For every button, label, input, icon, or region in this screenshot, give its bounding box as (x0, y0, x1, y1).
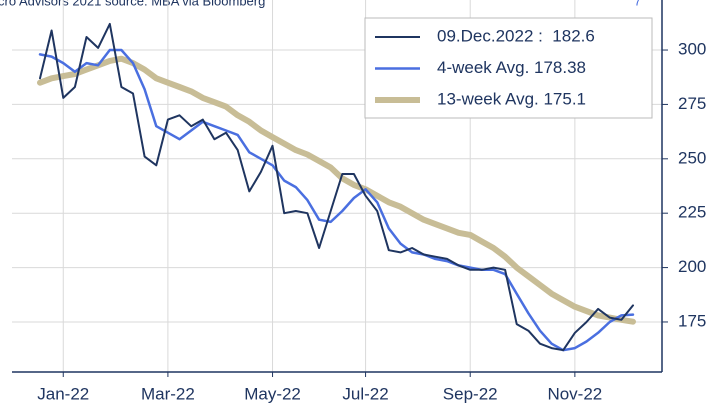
x-tick-label: May-22 (244, 384, 301, 403)
series-line (39, 22, 634, 352)
series-line (37, 55, 636, 325)
y-tick-label: 300 (678, 40, 706, 59)
x-tick-label: Jul-22 (342, 384, 388, 403)
x-tick-label: Mar-22 (141, 384, 195, 403)
x-tick-label: Jan-22 (37, 384, 89, 403)
legend-label: 09.Dec.2022 : 182.6 (437, 26, 595, 45)
y-tick-label: 275 (678, 94, 706, 113)
y-tick-label: 200 (678, 257, 706, 276)
x-tick-label: Sep-22 (443, 384, 498, 403)
corner-mark: 7 (634, 0, 641, 8)
x-tick-label: Nov-22 (547, 384, 602, 403)
y-tick-label: 250 (678, 148, 706, 167)
legend: 09.Dec.2022 : 182.6 4-week Avg. 178.38 13-… (364, 17, 653, 119)
series-line (38, 48, 635, 352)
legend-label: 13-week Avg. 175.1 (437, 89, 586, 108)
legend-label: 4-week Avg. 178.38 (437, 58, 586, 77)
source-note: cro Advisors 2021 source: MBA via Bloomb… (0, 0, 265, 8)
y-tick-label: 175 (678, 311, 706, 330)
y-tick-label: 225 (678, 203, 706, 222)
